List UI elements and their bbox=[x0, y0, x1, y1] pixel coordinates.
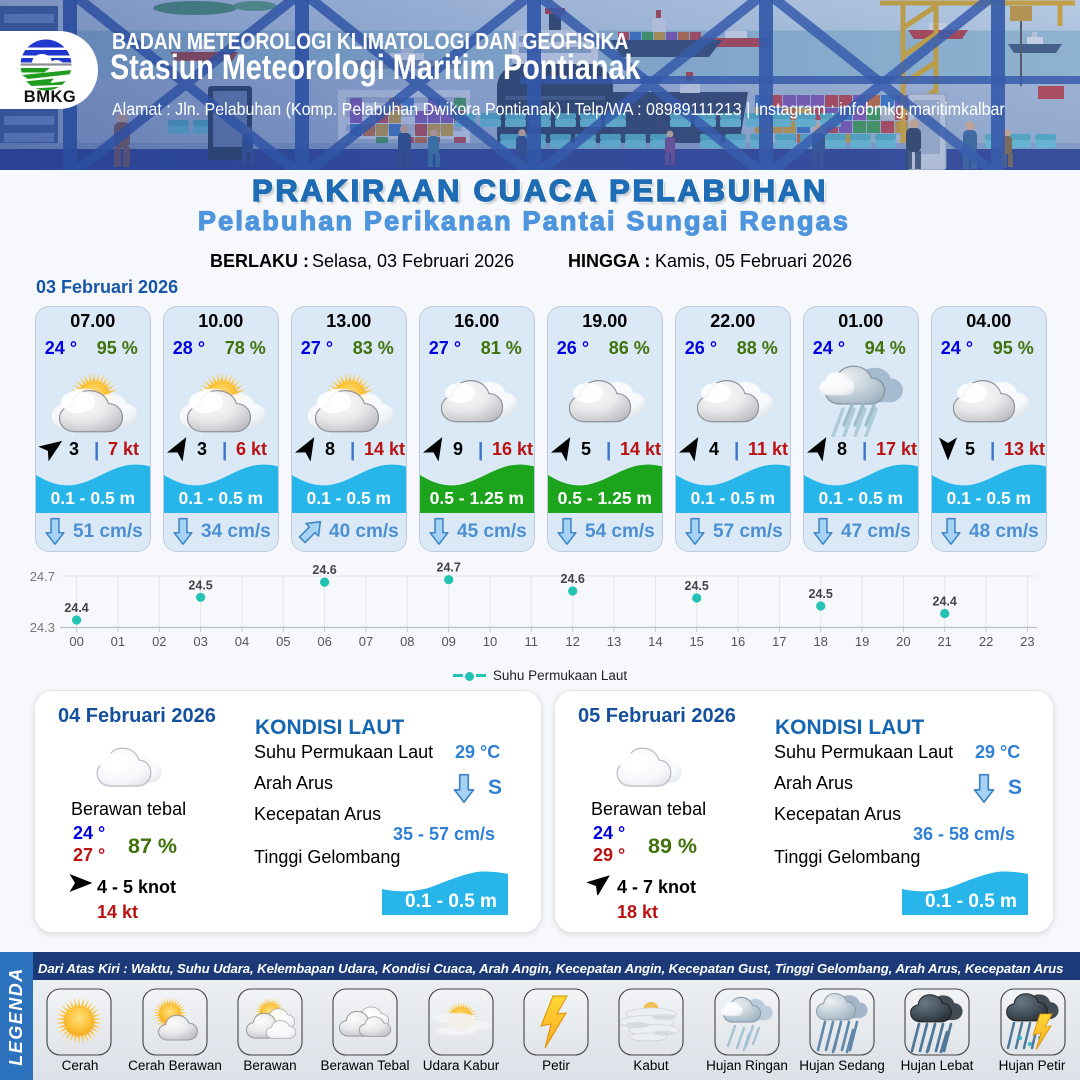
svg-text:0.1 - 0.5 m: 0.1 - 0.5 m bbox=[925, 891, 1017, 912]
svg-text:16 kt: 16 kt bbox=[492, 439, 533, 459]
svg-text:24.6: 24.6 bbox=[312, 563, 336, 577]
svg-text:48 cm/s: 48 cm/s bbox=[969, 521, 1039, 542]
svg-text:15: 15 bbox=[689, 634, 703, 649]
svg-text:24.4: 24.4 bbox=[933, 595, 957, 609]
svg-text:|: | bbox=[862, 440, 867, 461]
svg-text:|: | bbox=[222, 440, 227, 461]
svg-text:24.5: 24.5 bbox=[685, 579, 709, 593]
svg-text:34 cm/s: 34 cm/s bbox=[201, 521, 271, 542]
svg-text:23: 23 bbox=[1020, 634, 1034, 649]
svg-text:5: 5 bbox=[581, 439, 591, 459]
svg-text:17: 17 bbox=[772, 634, 786, 649]
svg-text:03: 03 bbox=[193, 634, 207, 649]
svg-text:8: 8 bbox=[837, 439, 847, 459]
svg-text:19: 19 bbox=[855, 634, 869, 649]
svg-text:3: 3 bbox=[69, 439, 79, 459]
svg-text:11: 11 bbox=[525, 634, 539, 649]
svg-text:24.5: 24.5 bbox=[188, 578, 212, 592]
svg-text:05: 05 bbox=[276, 634, 290, 649]
svg-text:24.7: 24.7 bbox=[30, 569, 55, 584]
svg-text:20: 20 bbox=[896, 634, 910, 649]
svg-text:14 kt: 14 kt bbox=[364, 439, 405, 459]
svg-text:01: 01 bbox=[111, 634, 125, 649]
svg-text:47 cm/s: 47 cm/s bbox=[841, 521, 911, 542]
svg-text:13: 13 bbox=[607, 634, 621, 649]
svg-text:0.1 - 0.5 m: 0.1 - 0.5 m bbox=[405, 891, 497, 912]
svg-text:|: | bbox=[350, 440, 355, 461]
svg-text:21: 21 bbox=[937, 634, 951, 649]
svg-text:8: 8 bbox=[325, 439, 335, 459]
svg-text:24.7: 24.7 bbox=[437, 561, 461, 575]
svg-text:14: 14 bbox=[648, 634, 662, 649]
svg-text:57 cm/s: 57 cm/s bbox=[713, 521, 783, 542]
svg-text:45 cm/s: 45 cm/s bbox=[457, 521, 527, 542]
svg-text:06: 06 bbox=[317, 634, 331, 649]
svg-text:02: 02 bbox=[152, 634, 166, 649]
svg-text:24.5: 24.5 bbox=[809, 587, 833, 601]
svg-text:5: 5 bbox=[965, 439, 975, 459]
svg-text:14 kt: 14 kt bbox=[620, 439, 661, 459]
svg-text:4: 4 bbox=[709, 439, 719, 459]
svg-text:51 cm/s: 51 cm/s bbox=[73, 521, 143, 542]
svg-text:|: | bbox=[734, 440, 739, 461]
svg-text:07: 07 bbox=[359, 634, 373, 649]
svg-text:24.6: 24.6 bbox=[561, 572, 585, 586]
svg-text:12: 12 bbox=[565, 634, 579, 649]
svg-text:9: 9 bbox=[453, 439, 463, 459]
svg-text:|: | bbox=[990, 440, 995, 461]
svg-text:16: 16 bbox=[731, 634, 745, 649]
svg-text:24.3: 24.3 bbox=[30, 620, 55, 635]
svg-text:00: 00 bbox=[69, 634, 83, 649]
svg-text:54 cm/s: 54 cm/s bbox=[585, 521, 655, 542]
svg-text:|: | bbox=[94, 440, 99, 461]
svg-text:40 cm/s: 40 cm/s bbox=[329, 521, 399, 542]
svg-text:24.4: 24.4 bbox=[64, 601, 88, 615]
svg-text:7 kt: 7 kt bbox=[108, 439, 139, 459]
svg-text:18: 18 bbox=[813, 634, 827, 649]
svg-text:08: 08 bbox=[400, 634, 414, 649]
svg-text:|: | bbox=[478, 440, 483, 461]
svg-text:11 kt: 11 kt bbox=[748, 439, 788, 459]
svg-text:13 kt: 13 kt bbox=[1004, 439, 1045, 459]
svg-text:10: 10 bbox=[483, 634, 497, 649]
svg-text:04: 04 bbox=[235, 634, 249, 649]
svg-text:22: 22 bbox=[979, 634, 993, 649]
svg-text:|: | bbox=[606, 440, 611, 461]
svg-text:3: 3 bbox=[197, 439, 207, 459]
svg-text:09: 09 bbox=[441, 634, 455, 649]
svg-text:6 kt: 6 kt bbox=[236, 439, 267, 459]
svg-text:17 kt: 17 kt bbox=[876, 439, 917, 459]
